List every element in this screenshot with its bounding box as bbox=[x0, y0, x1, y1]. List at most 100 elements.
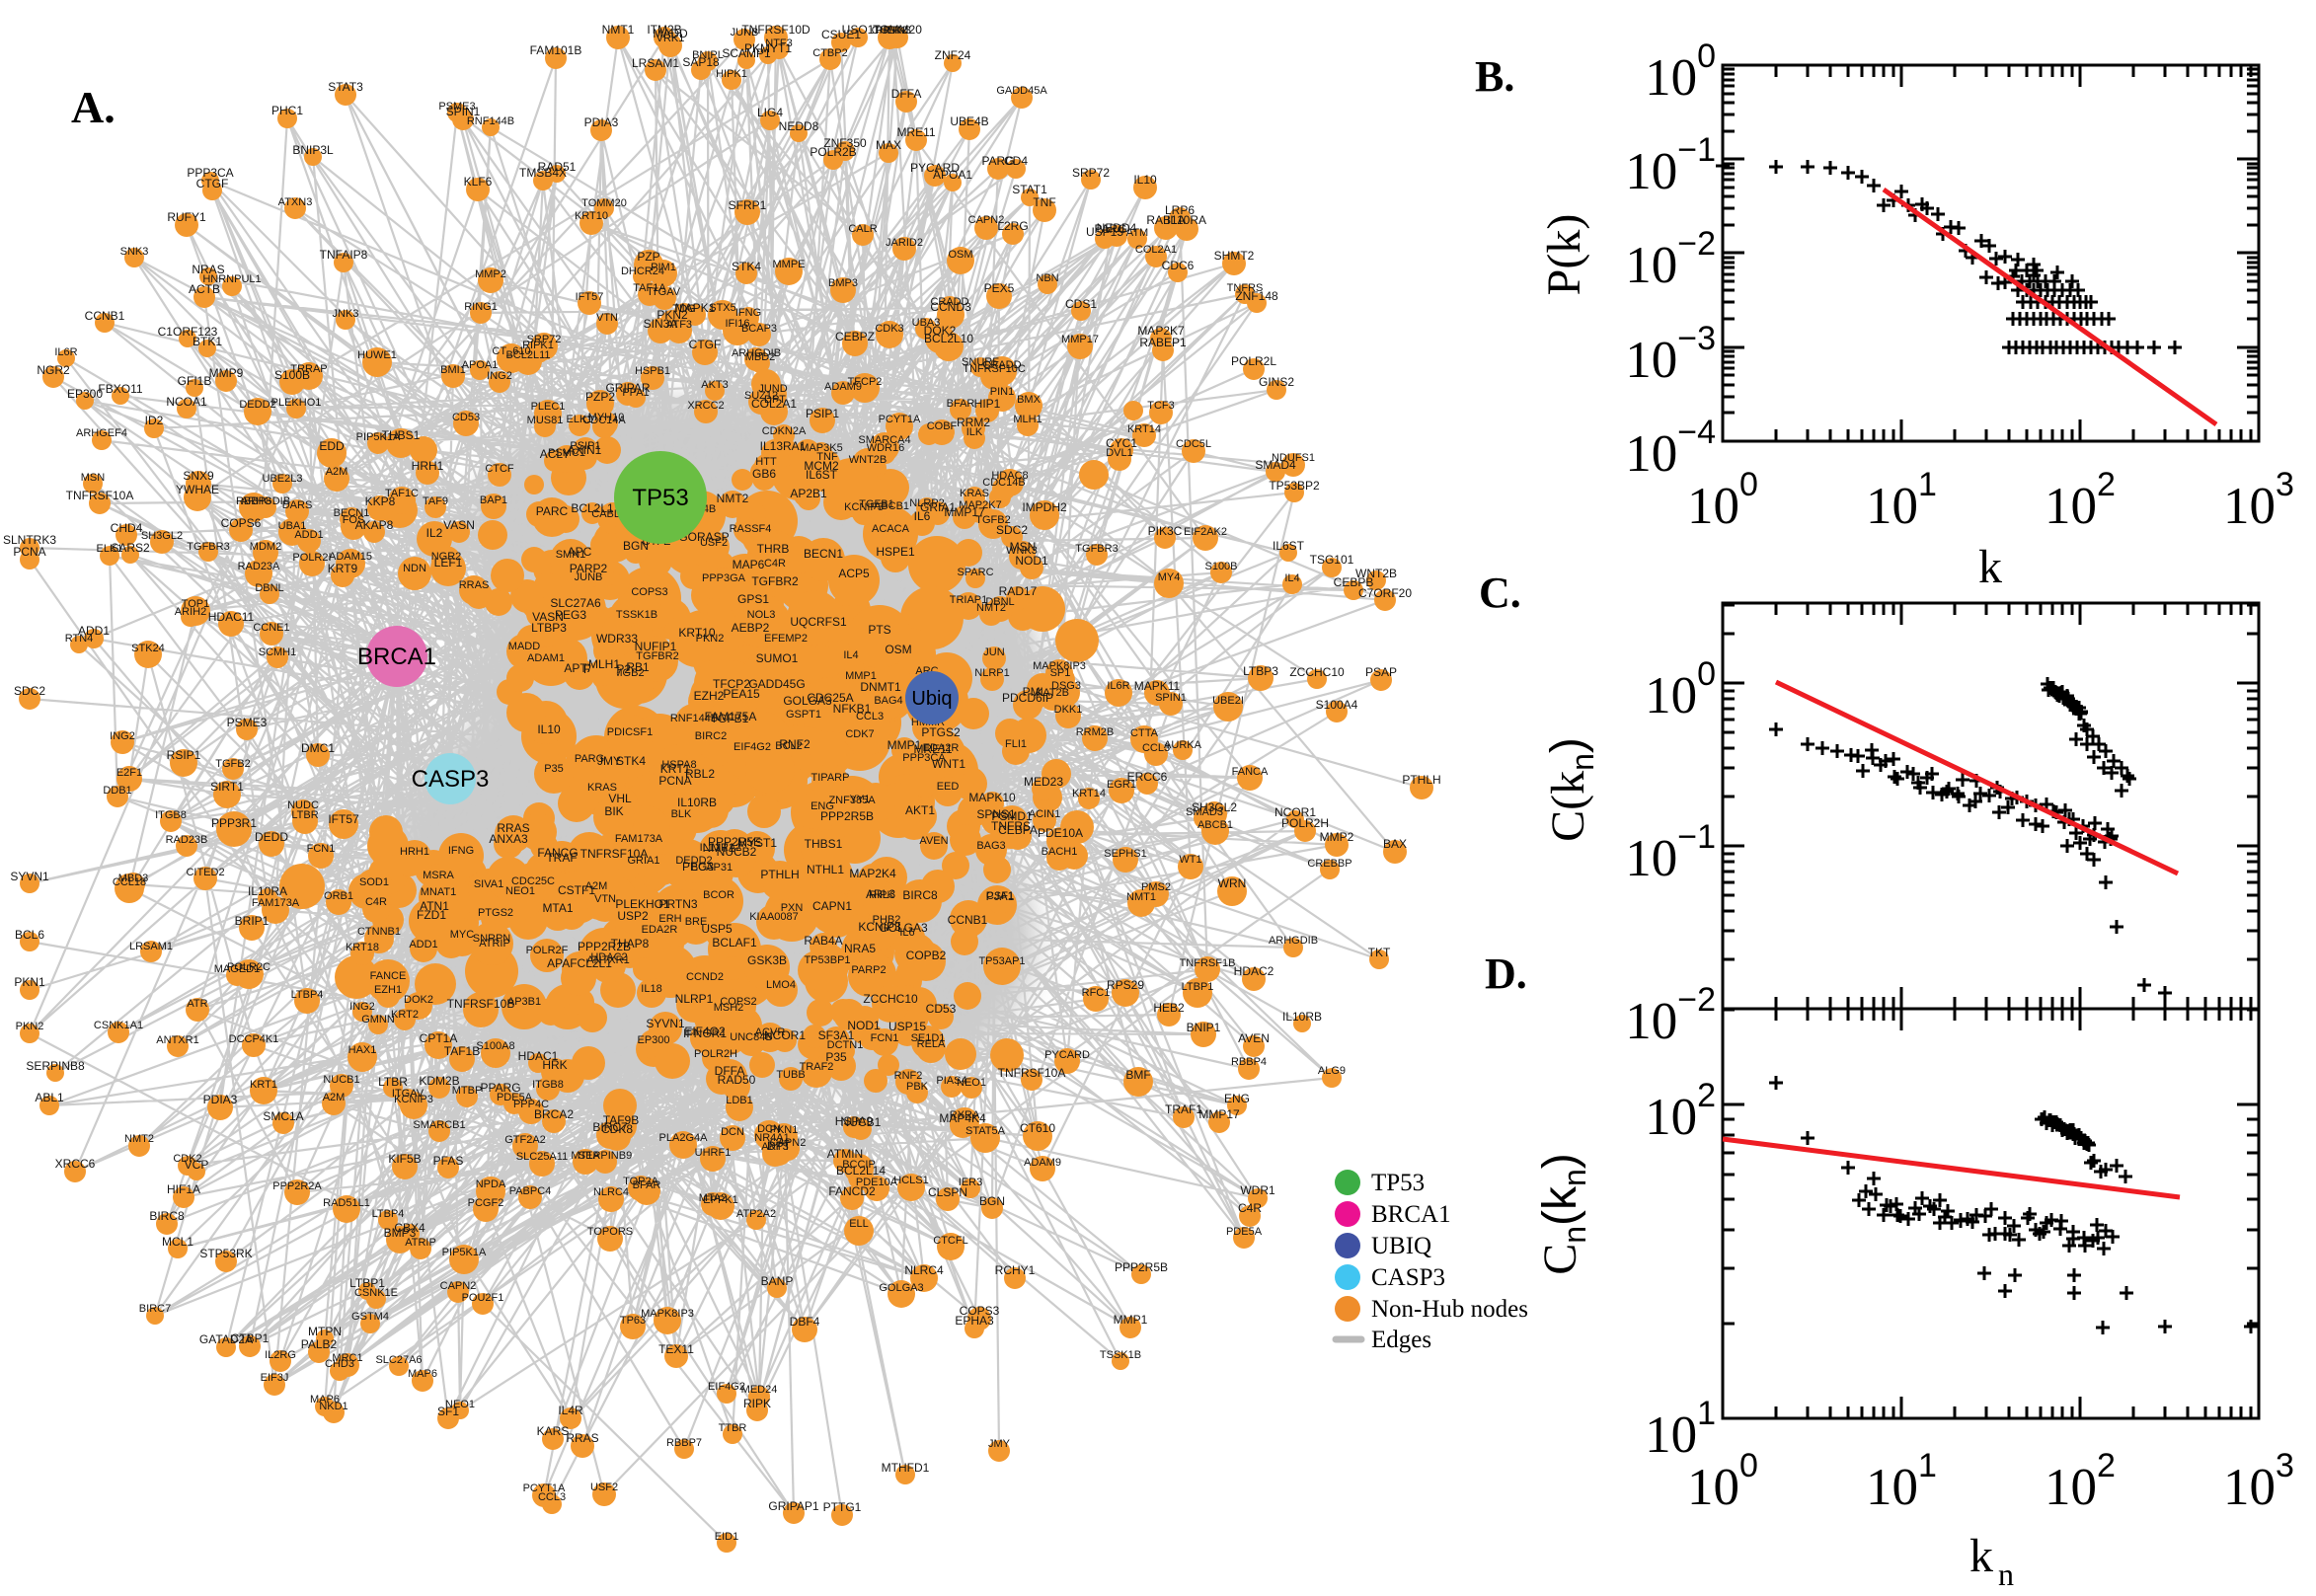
svg-text:PDCD6IP: PDCD6IP bbox=[1002, 691, 1053, 705]
svg-text:PEG3: PEG3 bbox=[682, 860, 714, 874]
svg-text:ZCCHC10: ZCCHC10 bbox=[1289, 665, 1345, 679]
svg-text:IFT57: IFT57 bbox=[328, 812, 359, 826]
svg-text:CCND2: CCND2 bbox=[686, 971, 724, 983]
svg-text:UBE4B: UBE4B bbox=[950, 114, 988, 128]
svg-text:MMP1: MMP1 bbox=[1114, 1313, 1148, 1327]
svg-text:PTS: PTS bbox=[868, 623, 890, 637]
svg-text:BLK: BLK bbox=[671, 808, 692, 820]
svg-text:IL13RA1: IL13RA1 bbox=[760, 439, 807, 453]
svg-text:NOD1: NOD1 bbox=[847, 1019, 881, 1032]
svg-text:ITGAV: ITGAV bbox=[392, 1088, 425, 1100]
svg-text:PARP2: PARP2 bbox=[570, 562, 608, 575]
svg-text:RUFY1: RUFY1 bbox=[167, 210, 206, 224]
svg-text:S100B: S100B bbox=[1204, 561, 1237, 572]
svg-text:KRT1: KRT1 bbox=[250, 1079, 277, 1091]
svg-text:TNF: TNF bbox=[1033, 195, 1055, 209]
svg-text:PSME3: PSME3 bbox=[438, 101, 475, 113]
svg-text:RB1: RB1 bbox=[626, 660, 650, 674]
svg-text:CT610: CT610 bbox=[1020, 1121, 1055, 1135]
svg-text:ELK1: ELK1 bbox=[97, 543, 123, 555]
svg-text:AP3B1: AP3B1 bbox=[507, 996, 541, 1008]
svg-text:ATF3: ATF3 bbox=[666, 319, 692, 331]
svg-text:CRADD: CRADD bbox=[982, 359, 1021, 371]
svg-text:E2F1: E2F1 bbox=[116, 767, 142, 779]
svg-text:CTGF: CTGF bbox=[689, 338, 722, 351]
svg-text:PARP2: PARP2 bbox=[851, 964, 886, 976]
svg-text:KCNIP3: KCNIP3 bbox=[844, 501, 884, 513]
svg-text:BMP3: BMP3 bbox=[384, 1226, 417, 1240]
svg-text:ACP5: ACP5 bbox=[838, 567, 870, 580]
svg-text:ARHGEF4: ARHGEF4 bbox=[76, 427, 127, 439]
svg-text:THBS1: THBS1 bbox=[805, 837, 843, 851]
svg-text:KRT18: KRT18 bbox=[346, 942, 379, 953]
svg-text:MSH2: MSH2 bbox=[714, 1002, 744, 1014]
svg-text:IL10: IL10 bbox=[1133, 173, 1157, 187]
svg-text:USF2: USF2 bbox=[590, 1482, 618, 1493]
svg-text:CSTF1: CSTF1 bbox=[558, 883, 595, 897]
svg-text:FZD1: FZD1 bbox=[417, 908, 446, 922]
svg-text:MSRA: MSRA bbox=[423, 870, 454, 881]
svg-text:RAD23B: RAD23B bbox=[166, 834, 208, 846]
svg-text:PHB2: PHB2 bbox=[873, 914, 901, 926]
svg-text:MAPK8IP3: MAPK8IP3 bbox=[641, 1308, 694, 1320]
svg-text:CSNK1E: CSNK1E bbox=[354, 1287, 398, 1299]
svg-text:C4R: C4R bbox=[365, 896, 387, 908]
svg-text:PLEC1: PLEC1 bbox=[531, 401, 566, 413]
svg-text:MNAT1: MNAT1 bbox=[421, 886, 456, 898]
svg-text:MCL1: MCL1 bbox=[162, 1235, 193, 1249]
svg-text:CHD3: CHD3 bbox=[325, 1358, 354, 1370]
svg-text:MAX: MAX bbox=[876, 138, 901, 152]
svg-text:USP15: USP15 bbox=[888, 1020, 926, 1033]
svg-text:P(k): P(k) bbox=[1538, 214, 1590, 296]
svg-text:STK24: STK24 bbox=[131, 643, 165, 654]
svg-text:TEX11: TEX11 bbox=[658, 1342, 694, 1356]
svg-text:KRT9: KRT9 bbox=[328, 562, 358, 575]
svg-text:PKN2: PKN2 bbox=[656, 308, 688, 322]
svg-text:ADAM9: ADAM9 bbox=[824, 381, 862, 393]
svg-text:RTN4: RTN4 bbox=[65, 633, 94, 645]
svg-text:TGFB1: TGFB1 bbox=[859, 498, 893, 510]
svg-text:ATMIN: ATMIN bbox=[827, 1147, 863, 1161]
svg-text:FLI1: FLI1 bbox=[1005, 738, 1027, 750]
svg-text:ZCCHC10: ZCCHC10 bbox=[863, 992, 918, 1006]
svg-text:NLRC4: NLRC4 bbox=[904, 1263, 944, 1277]
svg-text:PDE10A: PDE10A bbox=[856, 1177, 898, 1188]
svg-text:SLC27A6: SLC27A6 bbox=[375, 1354, 422, 1366]
svg-text:RAB1A: RAB1A bbox=[1146, 213, 1185, 227]
svg-text:TKT: TKT bbox=[1368, 946, 1391, 959]
svg-text:JUNB: JUNB bbox=[575, 571, 603, 583]
svg-text:EFEMP2: EFEMP2 bbox=[764, 633, 808, 645]
svg-text:ATR: ATR bbox=[187, 998, 207, 1010]
svg-text:CCNE1: CCNE1 bbox=[253, 622, 289, 634]
svg-text:RBBP7: RBBP7 bbox=[666, 1437, 702, 1449]
svg-text:FANCA: FANCA bbox=[1232, 766, 1269, 778]
svg-text:EP300: EP300 bbox=[67, 387, 103, 401]
svg-text:MDM2: MDM2 bbox=[250, 541, 281, 553]
svg-text:LRSAM1: LRSAM1 bbox=[632, 56, 679, 70]
svg-text:DFFA: DFFA bbox=[715, 1064, 745, 1078]
svg-text:VTN: VTN bbox=[596, 312, 618, 324]
svg-text:ACTB: ACTB bbox=[189, 282, 220, 296]
svg-text:PKN2: PKN2 bbox=[16, 1021, 44, 1032]
svg-text:COPS3: COPS3 bbox=[960, 1304, 1000, 1318]
svg-text:IFI16: IFI16 bbox=[725, 318, 749, 330]
svg-text:PCYT1A: PCYT1A bbox=[523, 1482, 566, 1494]
svg-text:HUWE1: HUWE1 bbox=[357, 349, 397, 361]
svg-text:EZH2: EZH2 bbox=[694, 689, 725, 703]
svg-text:BCOR: BCOR bbox=[703, 889, 734, 901]
svg-text:PPP3R1: PPP3R1 bbox=[211, 816, 257, 830]
svg-text:TRAF2: TRAF2 bbox=[800, 1061, 834, 1073]
svg-text:SRP72: SRP72 bbox=[1072, 166, 1110, 180]
svg-text:DEDD: DEDD bbox=[255, 830, 288, 844]
svg-text:FOS: FOS bbox=[343, 514, 365, 526]
svg-text:MMP9: MMP9 bbox=[209, 366, 244, 380]
svg-text:ATRIP: ATRIP bbox=[405, 1237, 436, 1249]
svg-text:GRIA1: GRIA1 bbox=[627, 855, 659, 867]
svg-text:PZP: PZP bbox=[637, 250, 659, 264]
svg-text:CTCF: CTCF bbox=[485, 463, 514, 475]
svg-text:PARC: PARC bbox=[536, 504, 569, 518]
svg-text:TNFRSF10A: TNFRSF10A bbox=[580, 847, 649, 861]
svg-text:ERH: ERH bbox=[658, 913, 681, 925]
svg-text:TGFBR3: TGFBR3 bbox=[187, 541, 229, 553]
svg-text:PXN: PXN bbox=[781, 902, 804, 914]
